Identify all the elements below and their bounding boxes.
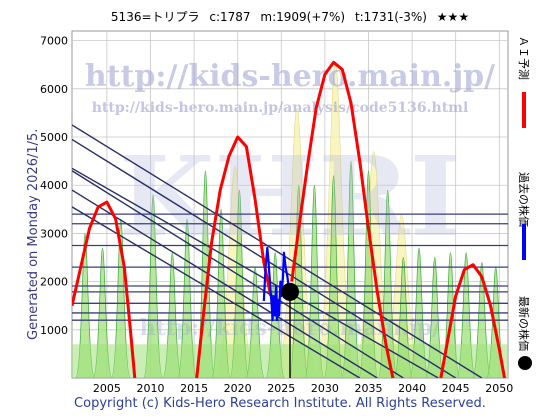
trend-channel-line	[72, 170, 404, 378]
y-tick-label: 1000	[40, 324, 68, 337]
ai-forecast-line	[290, 60, 395, 378]
target-price: t:1731(-3%)	[354, 10, 427, 24]
ai-forecast-line	[72, 200, 137, 378]
rating-stars: ★★★	[436, 10, 470, 24]
watermark-url-large: http://kids-hero.main.jp/	[85, 59, 495, 94]
y-tick-label: 4000	[40, 179, 68, 192]
x-tick-label: 2010	[136, 382, 164, 395]
x-tick-label: 2005	[93, 382, 121, 395]
watermark-khri: KHRI	[119, 132, 461, 261]
x-tick-label: 2050	[485, 382, 513, 395]
legend-swatch-ai	[522, 92, 526, 128]
median-price: m:1909(+7%)	[260, 10, 346, 24]
stock-code-name: 5136=トリプラ	[110, 10, 200, 24]
legend-label-latest: 最新の株価	[517, 296, 530, 351]
current-price: c:1787	[209, 10, 251, 24]
past-price-line	[262, 246, 292, 322]
trend-channel-line	[72, 124, 483, 378]
x-tick-label: 2040	[398, 382, 426, 395]
copyright-footer: Copyright (c) Kids-Hero Research Institu…	[74, 396, 486, 411]
x-tick-label: 2030	[311, 382, 339, 395]
legend-label-past: 過去の株価	[517, 172, 530, 227]
y-tick-label: 5000	[40, 131, 68, 144]
y-tick-label: 3000	[40, 227, 68, 240]
y-tick-label: 6000	[40, 83, 68, 96]
generated-date-label: Generated on Monday 2026/1/5.	[26, 128, 41, 340]
volatility-green-area	[195, 170, 216, 378]
latest-price-dot	[281, 282, 299, 301]
x-tick-label: 2035	[354, 382, 382, 395]
ai-forecast-line	[439, 263, 506, 378]
x-tick-label: 2020	[224, 382, 252, 395]
x-tick-label: 2015	[180, 382, 208, 395]
legend-label-ai: ＡＩ予測	[517, 36, 530, 80]
watermark-url-small: http://kids-hero.main.jp/analysis/code51…	[92, 100, 469, 116]
y-tick-label: 2000	[40, 276, 68, 289]
trend-channel-line	[72, 189, 378, 378]
chart-header: 5136=トリプラ c:1787 m:1909(+7%) t:1731(-3%)…	[70, 8, 510, 25]
x-tick-label: 2045	[442, 382, 470, 395]
ai-forecast-line	[195, 135, 273, 378]
x-tick-label: 2025	[267, 382, 295, 395]
trend-channel-line	[72, 167, 439, 378]
y-tick-label: 7000	[40, 35, 68, 48]
legend-swatch-past	[522, 224, 526, 260]
legend-swatch-latest	[518, 356, 532, 370]
